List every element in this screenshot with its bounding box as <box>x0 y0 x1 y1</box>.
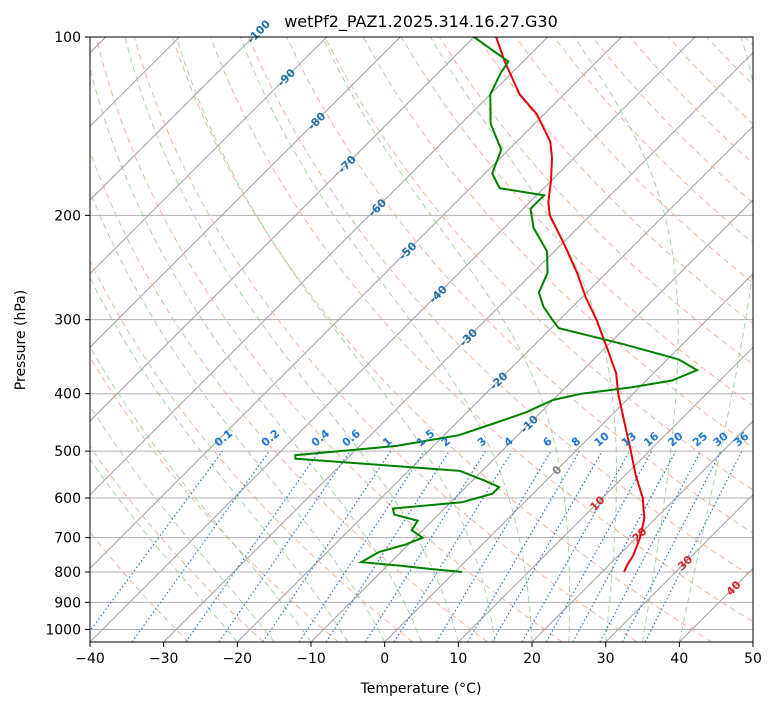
mixing-ratio-line <box>218 450 351 642</box>
moist-adiabat-line <box>175 37 496 642</box>
isotherm-line <box>531 420 753 642</box>
isotherm-line <box>384 272 753 642</box>
x-tick-label: 40 <box>670 651 688 667</box>
mixing-ratio-line <box>466 450 580 642</box>
mixing-ratio-line <box>185 450 320 642</box>
isotherm-label: -100 <box>245 17 274 46</box>
mixing-ratio-line <box>599 450 702 642</box>
mixing-ratio-label: 36 <box>731 429 751 449</box>
mixing-ratio-line <box>325 450 450 642</box>
dry-adiabat-line <box>90 259 414 642</box>
moist-adiabat-line <box>678 37 753 642</box>
dry-adiabat-line <box>248 37 753 578</box>
y-tick-label: 200 <box>54 208 81 224</box>
dry-adiabat-line <box>95 37 563 642</box>
x-tick-label: −30 <box>149 651 179 667</box>
mixing-ratio-line <box>435 450 552 642</box>
y-tick-label: 300 <box>54 313 81 329</box>
dry-adiabat-line <box>591 37 753 204</box>
dry-adiabat-line <box>286 37 753 534</box>
mixing-ratio-label: 8 <box>569 435 583 450</box>
isotherm-line <box>752 641 753 642</box>
x-tick-label: −40 <box>75 651 105 667</box>
mixing-ratio-label: 13 <box>619 430 639 450</box>
moist-adiabat-line <box>90 65 422 642</box>
isotherm-line <box>236 125 753 642</box>
y-tick-label: 600 <box>54 491 81 507</box>
mixing-ratio-line <box>491 450 603 642</box>
dry-adiabat-line <box>90 150 488 642</box>
dry-adiabat-line <box>210 37 753 623</box>
dry-adiabat-line <box>744 37 753 47</box>
x-axis-label: Temperature (°C) <box>360 681 482 697</box>
mixing-ratio-line <box>521 450 631 642</box>
x-tick-label: 50 <box>744 651 762 667</box>
mixing-ratio-line <box>262 450 392 642</box>
mixing-ratio-label: 25 <box>690 430 710 450</box>
mixing-ratio-label: 4 <box>502 434 516 449</box>
x-tick-label: 30 <box>597 651 615 667</box>
moist-adiabat-line <box>90 458 238 642</box>
mixing-ratio-line <box>90 450 223 632</box>
x-tick-label: 0 <box>380 651 389 667</box>
moist-adiabat-line <box>430 37 617 642</box>
y-tick-label: 400 <box>54 387 81 403</box>
x-tick-label: −20 <box>223 651 253 667</box>
dry-adiabat-line <box>668 37 753 125</box>
plot-frame <box>89 36 754 643</box>
chart-title: wetPf2_PAZ1.2025.314.16.27.G30 <box>284 12 558 32</box>
y-tick-label: 900 <box>54 595 81 611</box>
mixing-ratio-label: 0.2 <box>259 427 282 449</box>
mixing-ratio-line <box>545 450 653 642</box>
mixing-ratio-line <box>572 450 677 642</box>
isotherm-line <box>678 567 753 642</box>
isotherm-line <box>457 346 753 642</box>
moist-adiabat-line <box>574 37 679 642</box>
mixing-ratio-line <box>644 450 743 642</box>
mixing-ratio-line <box>364 450 486 642</box>
moist-adiabat-line <box>90 345 312 642</box>
mixing-ratio-line <box>298 450 425 642</box>
x-tick-label: 20 <box>523 651 541 667</box>
dry-adiabat-line <box>90 445 264 642</box>
isotherm-label: -90 <box>275 66 298 89</box>
y-tick-label: 700 <box>54 531 81 547</box>
y-tick-label: 1000 <box>45 622 81 638</box>
temperature-profile <box>495 37 646 573</box>
dry-adiabat-line <box>90 356 339 642</box>
x-tick-label: −10 <box>296 651 326 667</box>
y-tick-label: 500 <box>54 444 81 460</box>
x-tick-label: 10 <box>449 651 467 667</box>
isotherm-line <box>90 37 401 349</box>
isotherm-line <box>605 493 753 642</box>
dry-adiabat-line <box>133 37 638 642</box>
isotherm-line <box>90 37 475 422</box>
y-tick-label: 100 <box>54 30 81 46</box>
moist-adiabat-line <box>90 276 349 642</box>
dry-adiabat-line <box>706 37 753 86</box>
mixing-ratio-line <box>393 450 513 642</box>
dry-adiabat-line <box>553 37 753 244</box>
dewpoint-profile <box>294 37 700 573</box>
moist-adiabat-line <box>124 37 459 642</box>
mixing-ratio-label: 0.4 <box>309 427 333 450</box>
moist-adiabat-line <box>322 37 571 642</box>
isotherm-line <box>163 51 753 642</box>
isotherm-line <box>90 37 622 570</box>
moist-adiabat-line <box>90 405 275 642</box>
mixing-ratio-label: 3 <box>475 435 489 450</box>
y-axis-label: Pressure (hPa) <box>13 290 29 390</box>
isotherm-line <box>90 37 549 496</box>
isotherm-line <box>90 37 254 201</box>
y-tick-label: 800 <box>54 565 81 581</box>
dry-adiabat-line <box>324 37 753 491</box>
moist-adiabat-line <box>239 37 533 642</box>
isotherm-line <box>90 37 328 275</box>
moist-adiabat-line <box>90 189 386 642</box>
mixing-ratio-label: 6 <box>540 434 554 449</box>
mixing-ratio-label: 16 <box>641 429 661 449</box>
dry-adiabat-line <box>515 37 753 284</box>
